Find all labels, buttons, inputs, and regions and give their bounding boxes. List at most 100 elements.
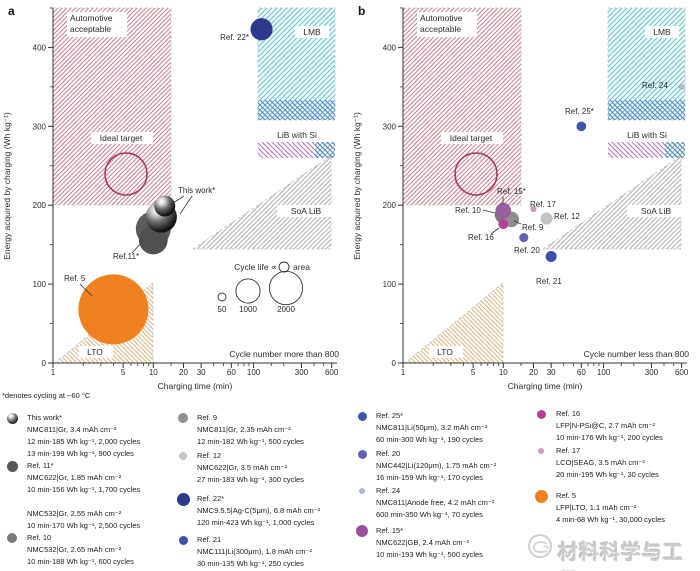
region-label-lib-with-si: LiB with Si	[277, 130, 317, 140]
legend-entry-ref-9: Ref. 9 NMC811|Gr, 2.35 mAh cm⁻² 12 min-1…	[197, 413, 304, 446]
size-legend-title: area	[293, 262, 310, 272]
x-tick-label: 1	[51, 368, 56, 377]
y-tick-label: 300	[383, 122, 397, 131]
cycle-number-annotation: Cycle number more than 800	[229, 349, 339, 359]
leader-line	[79, 283, 93, 297]
region-label-automotive: Automotive	[420, 13, 463, 23]
data-point-ref-16	[498, 219, 509, 230]
legend-marker-ref-12	[179, 452, 187, 460]
point-label: Ref. 22*	[220, 33, 249, 42]
leader-line	[131, 240, 144, 254]
legend-marker-ref-24	[359, 488, 365, 494]
region-soa-lib	[541, 155, 682, 250]
legend-marker-ref-22-	[176, 492, 190, 506]
legend-marker-ref-20	[357, 449, 367, 459]
region-label-lto: LTO	[437, 347, 453, 357]
label-patch	[417, 12, 477, 37]
leader-line	[179, 195, 193, 215]
data-point-ref-21	[545, 250, 557, 263]
legend-marker-ref-15-	[356, 525, 368, 537]
y-tick-label: 300	[33, 122, 47, 131]
x-tick-label: 100	[597, 368, 611, 377]
region-label-automotive: acceptable	[420, 24, 461, 34]
legend-entry-ref-21: Ref. 21 NMC111|Li(300μm), 1.8 mAh cm⁻² 3…	[197, 535, 312, 568]
data-point-ref-25-	[576, 121, 587, 132]
label-patch	[615, 129, 679, 141]
x-tick-label: 30	[197, 368, 206, 377]
label-patch	[277, 205, 335, 217]
size-legend-value: 2000	[277, 305, 295, 314]
size-legend-value: 50	[218, 305, 227, 314]
point-label: This work*	[178, 186, 215, 195]
leader-line	[169, 195, 185, 206]
leader-line	[513, 220, 522, 225]
x-tick-label: 600	[675, 368, 689, 377]
point-label: Ref. 15*	[497, 187, 526, 196]
region-automotive-acceptable	[52, 7, 172, 206]
legend-entry-ref-22-: Ref. 22* NMC9.5.5|Ag-C(5μm), 6.8 mAh cm⁻…	[197, 494, 321, 527]
x-tick-label: 1	[401, 368, 406, 377]
legend-entry-ref-12: Ref. 12 NMC622|Gr, 3.5 mAh cm⁻² 27 min-1…	[197, 451, 304, 484]
region-soa-lib	[191, 155, 332, 250]
region-label-ideal-target: Ideal target	[100, 133, 143, 143]
x-tick-label: 10	[149, 368, 158, 377]
x-tick-label: 300	[295, 368, 309, 377]
size-legend-value: 1000	[239, 305, 257, 314]
legend-marker-ref-9	[178, 413, 188, 423]
point-label: Ref. 25*	[565, 107, 594, 116]
data-point-ref-5	[78, 274, 149, 345]
label-patch	[295, 26, 329, 38]
label-patch	[265, 129, 329, 141]
y-tick-label: 400	[33, 43, 47, 52]
legend-marker-ref-10	[7, 533, 17, 543]
x-tick-label: 20	[529, 368, 538, 377]
size-legend-icon	[278, 261, 290, 273]
size-legend-title: Cycle life ∝	[234, 262, 277, 272]
region-label-automotive: acceptable	[70, 24, 111, 34]
leader-line	[482, 209, 496, 214]
x-tick-label: 20	[179, 368, 188, 377]
region-label-lib-with-si: LiB with Si	[627, 130, 667, 140]
watermark-text: 材料科学与工程	[558, 542, 684, 564]
label-patch	[627, 205, 685, 217]
region-label-soa-lib: SoA LiB	[291, 206, 322, 216]
region-lmb-libsi-overlap	[608, 100, 685, 120]
data-point-ref-12	[540, 212, 553, 225]
legend-marker-ref-17	[538, 448, 544, 454]
point-label: Ref. 24	[642, 81, 668, 90]
label-patch	[441, 132, 503, 144]
point-label: Ref. 10	[455, 206, 481, 215]
label-patch	[429, 346, 463, 358]
legend-entry-this-work-: This work* NMC811|Gr, 3.4 mAh cm⁻² 12 mi…	[27, 413, 141, 458]
legend-entry-ref-11-: Ref. 11* NMC622|Gr, 1.85 mAh cm⁻² 10 min…	[27, 461, 141, 530]
point-label: Ref. 20	[514, 246, 540, 255]
y-tick-label: 200	[383, 201, 397, 210]
size-legend-circle	[235, 278, 261, 304]
cycle-number-annotation: Cycle number less than 800	[584, 349, 690, 359]
legend-entry-ref-25-: Ref. 25* NMC811|Li(50μm), 3.2 mAh cm⁻² 6…	[376, 411, 488, 444]
label-patch	[91, 132, 153, 144]
data-point-ref-24	[678, 83, 685, 90]
y-axis-title: Energy acquired by charging (Wh kg⁻¹)	[352, 112, 362, 260]
point-label: Ref. 9	[522, 223, 544, 232]
region-label-lmb: LMB	[653, 27, 671, 37]
data-point-ref-11-	[138, 225, 168, 255]
y-tick-label: 0	[42, 359, 47, 368]
y-axis-title: Energy acquired by charging (Wh kg⁻¹)	[2, 112, 12, 260]
region-lib-with-si-cross	[315, 142, 335, 158]
label-patch	[645, 26, 679, 38]
y-tick-label: 0	[392, 359, 397, 368]
point-label: Ref. 5	[64, 274, 86, 283]
point-label: Ref. 16	[468, 233, 494, 242]
region-lmb-libsi-overlap	[258, 100, 335, 120]
y-tick-label: 200	[33, 201, 47, 210]
x-tick-label: 30	[547, 368, 556, 377]
region-label-ideal-target: Ideal target	[450, 133, 493, 143]
region-ideal-target-ring	[454, 152, 498, 196]
data-point-ref-17	[530, 206, 537, 213]
label-patch	[67, 12, 127, 37]
